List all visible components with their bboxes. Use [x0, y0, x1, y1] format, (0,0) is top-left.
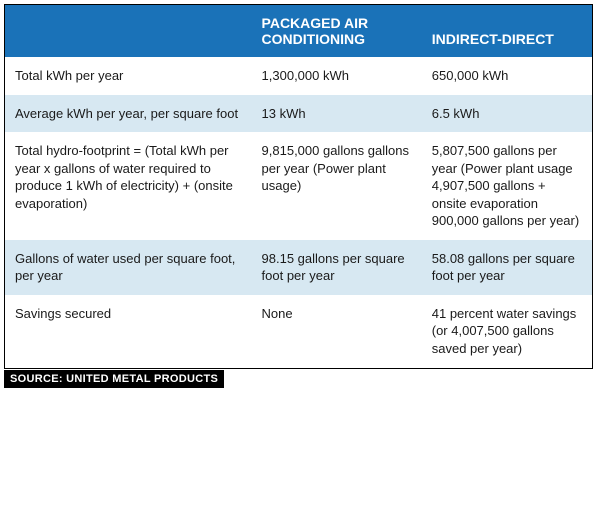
row-packaged: 1,300,000 kWh — [252, 57, 422, 95]
table-row: Average kWh per year, per square foot13 … — [5, 95, 592, 133]
table-row: Total kWh per year1,300,000 kWh650,000 k… — [5, 57, 592, 95]
source-credit: SOURCE: UNITED METAL PRODUCTS — [4, 370, 224, 388]
table-row: Savings securedNone41 percent water savi… — [5, 295, 592, 368]
table-body: Total kWh per year1,300,000 kWh650,000 k… — [5, 57, 592, 368]
table-row: Total hydro-footprint = (Total kWh per y… — [5, 132, 592, 240]
row-label: Total kWh per year — [5, 57, 252, 95]
row-packaged: 13 kWh — [252, 95, 422, 133]
row-label: Total hydro-footprint = (Total kWh per y… — [5, 132, 252, 240]
table-row: Gallons of water used per square foot, p… — [5, 240, 592, 295]
row-indirect: 650,000 kWh — [422, 57, 592, 95]
header-blank — [5, 5, 252, 57]
header-packaged: PACKAGED AIR CONDITIONING — [252, 5, 422, 57]
row-packaged: None — [252, 295, 422, 368]
row-label: Gallons of water used per square foot, p… — [5, 240, 252, 295]
header-indirect: INDIRECT-DIRECT — [422, 5, 592, 57]
comparison-table-container: PACKAGED AIR CONDITIONING INDIRECT-DIREC… — [4, 4, 593, 369]
row-packaged: 98.15 gallons per square foot per year — [252, 240, 422, 295]
row-indirect: 41 percent water savings (or 4,007,500 g… — [422, 295, 592, 368]
row-packaged: 9,815,000 gallons gallons per year (Powe… — [252, 132, 422, 240]
comparison-table: PACKAGED AIR CONDITIONING INDIRECT-DIREC… — [5, 5, 592, 368]
row-label: Savings secured — [5, 295, 252, 368]
row-indirect: 58.08 gallons per square foot per year — [422, 240, 592, 295]
table-header-row: PACKAGED AIR CONDITIONING INDIRECT-DIREC… — [5, 5, 592, 57]
row-indirect: 5,807,500 gallons per year (Power plant … — [422, 132, 592, 240]
row-indirect: 6.5 kWh — [422, 95, 592, 133]
row-label: Average kWh per year, per square foot — [5, 95, 252, 133]
